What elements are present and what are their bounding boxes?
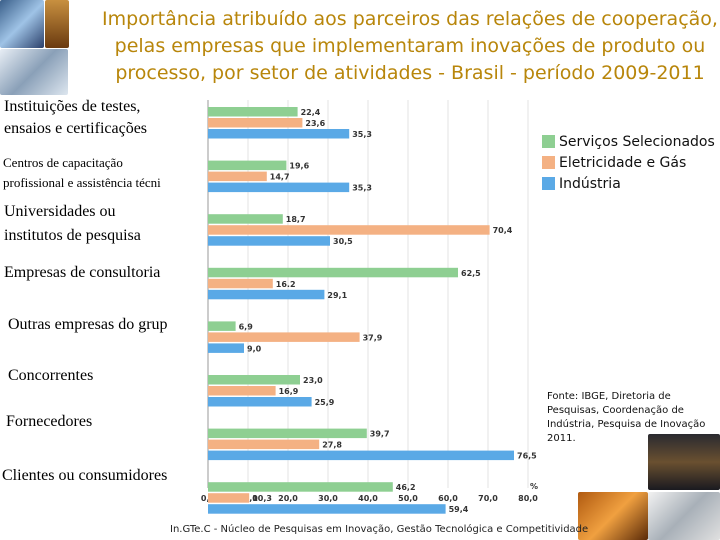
bar-industria [208,236,330,246]
data-label: 59,4 [449,505,469,514]
data-label: 23,6 [305,119,325,128]
data-label: 70,4 [493,226,513,235]
bar-industria [208,450,514,461]
x-tick-label: 70,0 [478,494,498,503]
data-label: 35,3 [352,130,372,139]
bar-servicos [208,428,367,439]
bar-servicos [208,267,458,278]
footer-credit: In.GTe.C - Núcleo de Pesquisas em Inovaç… [170,524,589,535]
source-note: Fonte: IBGE, Diretoria de Pesquisas, Coo… [547,391,706,444]
data-label: 18,7 [286,215,306,224]
bar-industria [208,129,350,139]
legend-item-servicos: Serviços Selecionados [542,131,715,152]
legend-item-industria: Indústria [542,173,715,194]
data-label: 46,2 [396,483,416,492]
bar-servicos [208,107,298,117]
data-label: 16,9 [279,387,299,396]
bar-eletricidade [208,332,360,342]
data-label: 76,5 [517,452,537,461]
data-label: 16.2 [276,280,296,289]
category-label: Concorrentes [8,367,93,384]
bar-servicos [208,321,236,331]
category-label: Clientes ou consumidores [2,467,167,484]
data-label: 30,5 [333,237,353,246]
bar-industria [208,343,244,353]
data-label: 62,5 [461,269,481,278]
data-label: 25,9 [315,398,335,407]
category-label: Universidades ou institutos de pesquisa [4,203,141,244]
data-label: 27,8 [322,441,342,450]
data-label: 37,9 [363,333,383,342]
x-tick-label: 20,0 [278,494,298,503]
bar-industria [208,504,446,514]
header-photo-left [0,0,44,48]
x-tick-label: 30,0 [318,494,338,503]
legend-label-servicos: Serviços Selecionados [559,133,715,150]
bar-eletricidade [208,118,303,128]
bar-eletricidade [208,225,490,235]
data-label: 14,7 [270,173,290,182]
legend-item-eletricidade: Eletricidade e Gás [542,152,715,173]
page-title: Importância atribuído aos parceiros das … [102,8,718,84]
bar-industria [208,289,325,300]
data-label: 29,1 [327,291,347,300]
bar-eletricidade [208,171,267,182]
bar-industria [208,397,312,407]
category-label: Instituições de testes, ensaios e certifi… [4,98,147,137]
bar-servicos [208,160,287,171]
header-photo-bottom [0,49,68,95]
bar-eletricidade [208,439,320,450]
legend-swatch-servicos [542,135,555,148]
legend-label-industria: Indústria [559,175,621,192]
data-label: 19,6 [289,162,309,171]
x-tick-label: 40,0 [358,494,378,503]
category-label: Centros de capacitação profissional e ass… [3,155,161,190]
footer-photo-oil-rig [648,434,720,490]
data-label: 10,3 [252,494,272,503]
bar-industria [208,182,350,193]
x-tick-label: 50,0 [398,494,418,503]
footer-photo-lab-glass [578,492,648,540]
chart-legend: Serviços Selecionados Eletricidade e Gás… [542,131,715,194]
category-label: Empresas de consultoria [4,264,160,281]
bar-servicos [208,375,300,385]
x-tick-label: 80,0 [518,494,538,503]
category-label: Fornecedores [6,413,92,430]
data-label: 35,3 [352,184,372,193]
data-label: 39,7 [370,430,390,439]
data-label: 22,4 [301,108,321,117]
category-label: Outras empresas do grup [8,316,168,333]
data-label: 6,9 [239,322,254,331]
legend-label-eletricidade: Eletricidade e Gás [559,154,687,171]
legend-swatch-industria [542,177,555,190]
x-axis-label: % [530,482,538,491]
bar-servicos [208,214,283,224]
bar-servicos [208,482,393,492]
bar-eletricidade [208,386,276,396]
bar-eletricidade [208,278,273,289]
legend-swatch-eletricidade [542,156,555,169]
footer-photo-scientist [648,492,720,540]
data-label: 23,0 [303,376,323,385]
bar-eletricidade [208,493,250,503]
header-photo-middle [45,0,69,48]
x-tick-label: 60,0 [438,494,458,503]
data-label: 9,0 [247,344,262,353]
